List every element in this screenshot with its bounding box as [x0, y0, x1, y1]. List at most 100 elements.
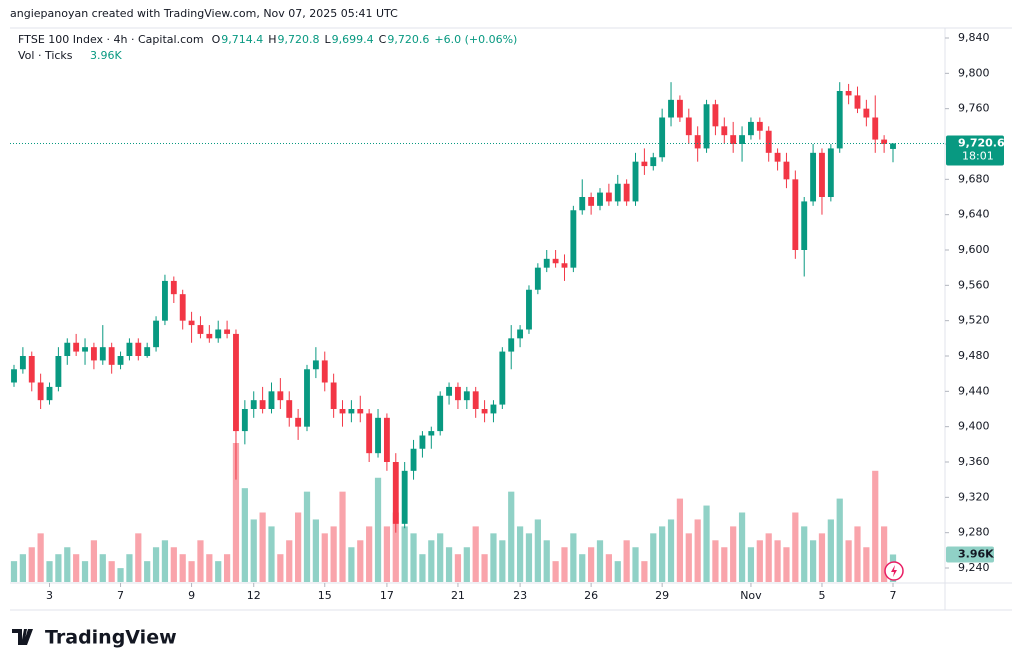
last-price-label: 9,720.6 — [958, 136, 1005, 149]
candle-body — [614, 183, 621, 202]
y-tick-label: 9,360 — [958, 455, 990, 468]
volume-bar — [614, 561, 621, 582]
candle-body — [499, 351, 506, 405]
candle-body — [206, 333, 213, 339]
volume-bar — [223, 554, 231, 582]
volume-bar — [437, 533, 444, 582]
candle-body — [73, 342, 80, 352]
volume-bar — [738, 512, 746, 582]
volume-bar — [28, 547, 35, 582]
volume-bar — [81, 561, 89, 582]
volume-bar — [215, 561, 222, 582]
candle-body — [739, 135, 745, 144]
volume-bar — [250, 519, 257, 582]
volume-bar — [490, 533, 497, 582]
candle-body — [472, 391, 479, 409]
candle-body — [162, 280, 168, 321]
candle-body — [659, 117, 666, 158]
volume-label-box — [946, 546, 994, 563]
ohlc-value: 9,699.4 — [332, 33, 374, 46]
candle-body — [579, 197, 586, 211]
candle-body — [463, 391, 470, 401]
volume-bar — [303, 491, 311, 582]
candle-body — [641, 161, 648, 167]
candle-body — [650, 157, 657, 167]
ohlc-value: 9,714.4 — [221, 33, 263, 46]
volume-bar — [685, 533, 692, 582]
y-tick-label: 9,400 — [958, 420, 990, 433]
x-tick-label: 7 — [117, 589, 124, 602]
volume-bar — [534, 519, 541, 582]
volume-bar — [144, 561, 151, 582]
candle-body — [144, 347, 151, 356]
x-tick-label: 17 — [380, 589, 394, 602]
volume-bar — [321, 533, 328, 582]
brand-logo: TradingView — [12, 627, 177, 649]
candle-body — [588, 197, 595, 206]
candle-body — [863, 108, 870, 118]
candle-body — [19, 356, 26, 370]
volume-bar — [312, 519, 319, 582]
candle-body — [135, 342, 142, 356]
candle-body — [28, 356, 35, 383]
candle-body — [801, 201, 808, 250]
ohlc-value: 9,720.6 — [387, 33, 429, 46]
volume-bar — [694, 519, 701, 582]
volume-bar — [357, 540, 364, 582]
volume-bar — [721, 547, 728, 582]
x-tick-label: 9 — [188, 589, 195, 602]
candle-body — [410, 448, 417, 471]
candle-body — [366, 413, 373, 454]
volume-bar — [46, 561, 53, 582]
y-tick-label: 9,640 — [958, 208, 990, 221]
volume-bar — [552, 561, 559, 582]
ohlc-key: L — [325, 33, 332, 46]
candle-body — [517, 329, 524, 339]
y-tick-label: 9,840 — [958, 31, 990, 44]
x-tick-label: 5 — [818, 589, 825, 602]
volume-bar — [525, 533, 533, 582]
volume-bar — [232, 443, 240, 582]
volume-bar — [765, 533, 772, 582]
volume-bar — [19, 554, 26, 582]
volume-bar — [99, 554, 106, 582]
volume-bar — [854, 526, 861, 582]
candle-body — [534, 267, 541, 290]
candle-body — [383, 417, 390, 462]
volume-bar — [783, 547, 790, 582]
candle-body — [304, 369, 310, 427]
candle-body — [676, 99, 683, 118]
volume-bar — [605, 554, 612, 582]
y-tick-label: 9,800 — [958, 66, 990, 79]
volume-bar — [126, 554, 133, 582]
volume-bar — [170, 547, 177, 582]
volume-bar — [410, 533, 417, 582]
volume-bar — [579, 554, 586, 582]
replay-icon[interactable] — [884, 561, 904, 581]
ohlc-key: C — [379, 33, 387, 46]
icon-bolt[interactable] — [891, 565, 897, 577]
volume-bar — [463, 547, 470, 582]
candle-body — [312, 360, 319, 370]
volume-bar — [561, 547, 568, 582]
volume-bar — [445, 547, 453, 582]
volume-bar — [73, 554, 80, 582]
x-tick-label: 29 — [655, 589, 669, 602]
candle-body — [694, 135, 701, 149]
volume-bar — [64, 547, 71, 582]
candle-body — [508, 338, 515, 352]
volume-bar — [863, 547, 870, 582]
credit: angiepanoyan created with TradingView.co… — [10, 7, 398, 20]
volume-bar — [428, 540, 435, 582]
volume-bar — [730, 526, 737, 582]
candle-body — [188, 320, 195, 326]
legend: FTSE 100 Index · 4h · Capital.com Vol · … — [18, 33, 204, 62]
candle-body — [668, 99, 674, 118]
candle-body — [197, 325, 204, 334]
volume-bar — [650, 533, 657, 582]
candle-body — [126, 342, 133, 356]
candle-body — [375, 417, 381, 454]
candle-body — [748, 121, 754, 136]
volume-bar — [55, 554, 62, 582]
